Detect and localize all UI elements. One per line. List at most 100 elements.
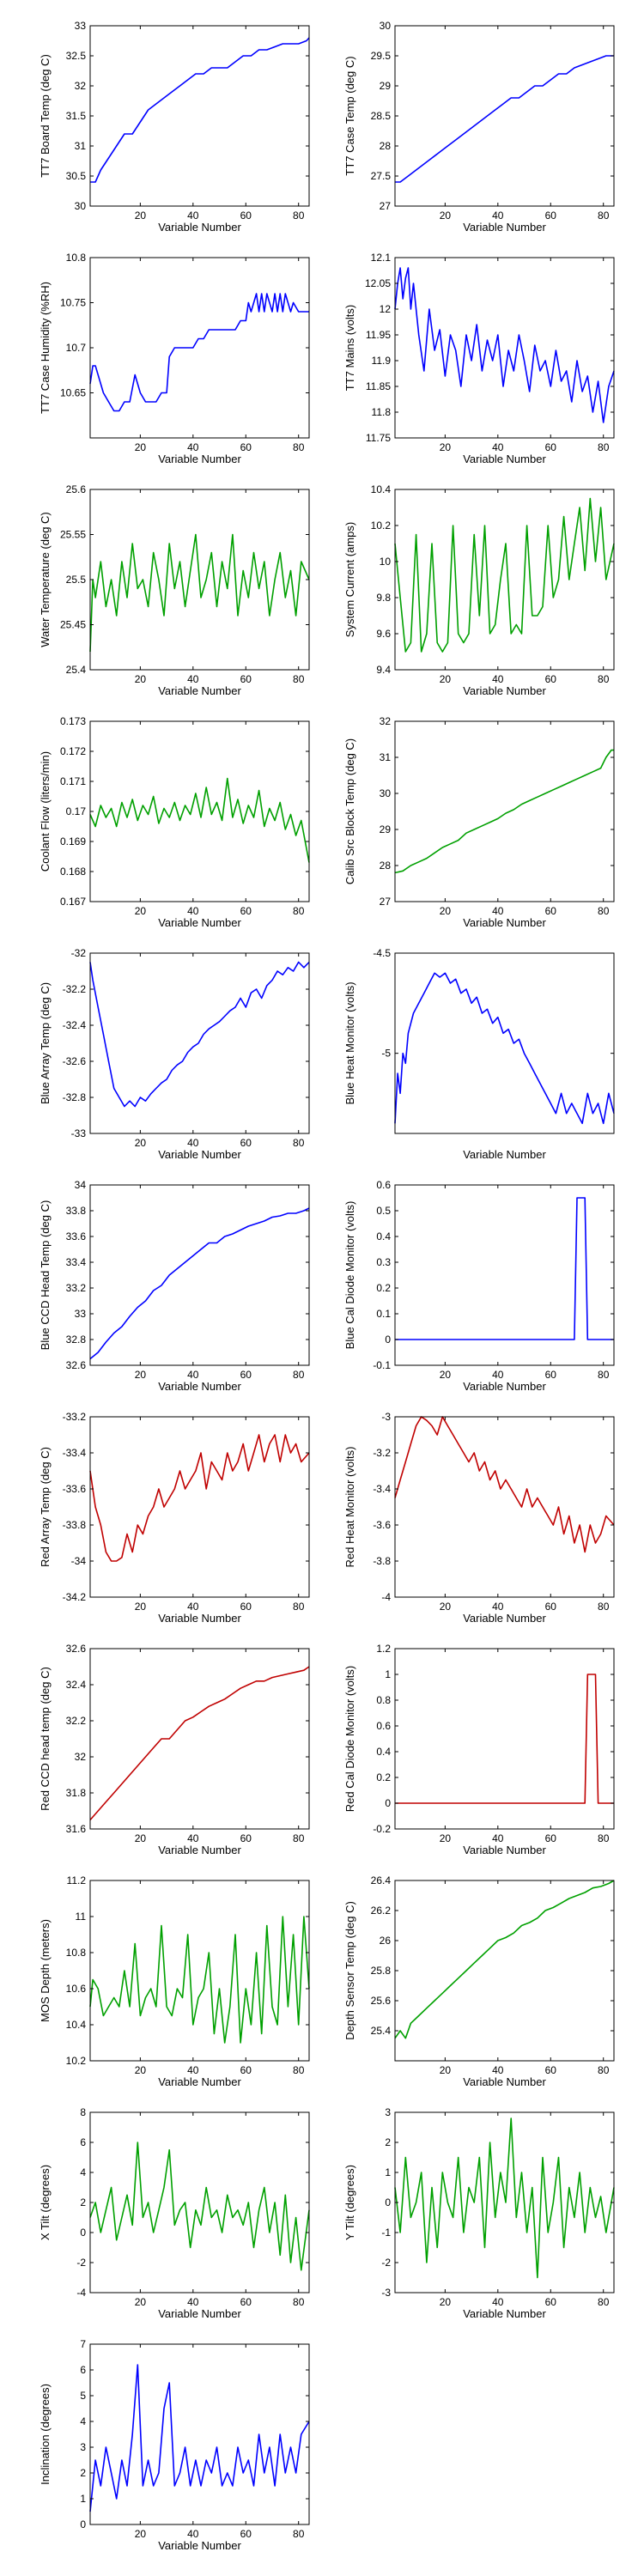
y-tick-label: 29.5 (371, 50, 392, 62)
x-tick-label: 80 (598, 441, 610, 453)
x-tick-label: 20 (135, 210, 147, 222)
y-axis-label: Calib Src Block Temp (deg C) (343, 738, 356, 884)
y-tick-label: 0.5 (376, 1205, 391, 1217)
y-tick-label: 33.6 (66, 1230, 87, 1242)
x-tick-label: 40 (187, 1137, 199, 1149)
series-line-3-1 (89, 293, 309, 412)
x-tick-label: 60 (240, 905, 252, 917)
y-tick-label: 27 (380, 896, 392, 908)
y-tick-label: 6 (80, 2364, 86, 2376)
x-tick-label: 60 (545, 2064, 557, 2076)
y-tick-label: 26.4 (371, 1874, 392, 1886)
x-axis-label: Variable Number (158, 1148, 241, 1161)
y-tick-label: 31.8 (66, 1787, 87, 1799)
x-tick-label: 60 (545, 441, 557, 453)
x-tick-label: 20 (440, 2064, 452, 2076)
y-tick-label: 2 (385, 2136, 391, 2148)
chart-panel-11: 32.6 32.8 33 33.2 33.4 33.6 33.8 34 20 40 60 80 Vari… (39, 1179, 310, 1393)
y-axis-label: TT7 Case Humidity (%RH) (39, 282, 52, 414)
y-axis-label: TT7 Mains (volts) (343, 305, 356, 391)
y-tick-label: 1 (80, 2493, 86, 2505)
x-tick-label: 20 (135, 905, 147, 917)
x-tick-label: 40 (187, 441, 199, 453)
y-tick-label: 33 (75, 20, 87, 32)
y-tick-label: 9.4 (376, 664, 391, 676)
y-tick-label: 32.5 (66, 50, 87, 62)
x-tick-label: 40 (187, 2064, 199, 2076)
y-axis-label: System Current (amps) (343, 522, 356, 637)
y-tick-label: -3.4 (373, 1483, 391, 1495)
series-line-10-1 (394, 972, 615, 1125)
x-tick-label: 60 (545, 1369, 557, 1381)
x-tick-label: 60 (240, 2528, 252, 2540)
x-tick-label: 80 (293, 441, 305, 453)
y-tick-label: 11.85 (366, 380, 391, 392)
y-tick-label: 30 (380, 20, 392, 32)
y-tick-label: 32.6 (66, 1359, 87, 1371)
chart-panel-7: 0.167 0.168 0.169 0.17 0.171 0.172 0.173 20 40 60… (39, 715, 310, 929)
y-axis-label: Blue CCD Head Temp (deg C) (39, 1200, 52, 1351)
x-tick-label: 80 (293, 1601, 305, 1613)
y-tick-label: 10.75 (60, 297, 86, 309)
y-axis-label: TT7 Case Temp (deg C) (343, 56, 356, 175)
y-tick-label: 9.6 (376, 628, 391, 640)
x-axis-label: Variable Number (158, 453, 241, 465)
x-tick-label: 60 (240, 1601, 252, 1613)
y-tick-label: -32 (71, 947, 87, 959)
x-tick-label: 60 (240, 2064, 252, 2076)
y-tick-label: 31.6 (66, 1823, 87, 1835)
y-tick-label: 1.2 (376, 1643, 391, 1655)
y-tick-label: 32 (380, 715, 392, 727)
chart-panel-1: 30 30.5 31 31.5 32 32.5 33 20 40 60 80 Variable Num… (39, 20, 310, 234)
y-tick-label: -3.8 (373, 1555, 391, 1567)
y-tick-label: -33.8 (63, 1519, 87, 1531)
y-tick-label: 34 (75, 1179, 87, 1191)
y-tick-label: 0.172 (60, 745, 86, 757)
plot-frame-17 (89, 1880, 310, 2062)
y-axis-label: Depth Sensor Temp (deg C) (343, 1901, 356, 2040)
y-tick-label: 10.4 (66, 2019, 87, 2031)
x-tick-label: 20 (440, 1601, 452, 1613)
series-line-5-1 (89, 533, 310, 653)
x-tick-label: 20 (440, 905, 452, 917)
y-tick-label: 3 (80, 2441, 86, 2453)
x-tick-label: 80 (598, 1369, 610, 1381)
chart-panel-15: 31.6 31.8 32 32.2 32.4 32.6 20 40 60 80 Variable N… (39, 1643, 310, 1856)
chart-panel-2: 27 27.5 28 28.5 29 29.5 30 20 40 60 80 Variable Num… (343, 20, 615, 234)
y-tick-label: 33.4 (66, 1256, 87, 1268)
x-tick-label: 80 (293, 210, 305, 222)
y-tick-label: 5 (80, 2390, 86, 2402)
series-line-13-1 (89, 1434, 310, 1562)
x-tick-label: 60 (240, 673, 252, 685)
x-tick-label: 20 (135, 1832, 147, 1844)
y-tick-label: 7 (80, 2338, 86, 2350)
x-tick-label: 40 (492, 1601, 504, 1613)
y-tick-label: 4 (80, 2166, 86, 2178)
y-tick-label: 12.05 (365, 277, 391, 289)
plot-frame-8 (394, 720, 615, 902)
x-tick-label: 40 (492, 441, 504, 453)
x-tick-label: 20 (440, 441, 452, 453)
x-axis-label: Variable Number (158, 1844, 241, 1856)
chart-panel-18: 25.4 25.6 25.8 26 26.2 26.4 20 40 60 80 Variable N… (343, 1874, 615, 2088)
y-tick-label: -32.4 (63, 1019, 87, 1031)
x-tick-label: 80 (598, 2296, 610, 2308)
series-line-8-1 (394, 749, 614, 874)
y-tick-label: -3.2 (373, 1447, 391, 1459)
chart-panel-8: 27 28 29 30 31 32 20 40 60 80 Variable Number Calib… (343, 715, 615, 929)
chart-panel-13: -34.2 -34 -33.8 -33.6 -33.4 -33.2 20 40 60 80 Vari… (39, 1411, 310, 1625)
y-tick-label: 32.2 (66, 1715, 87, 1727)
x-tick-label: 20 (135, 2296, 147, 2308)
y-tick-label: -5 (381, 1048, 391, 1060)
y-tick-label: 12.1 (371, 252, 392, 264)
y-tick-label: 10 (380, 556, 392, 568)
series-line-19-1 (89, 2142, 310, 2271)
x-tick-label: 40 (187, 673, 199, 685)
y-tick-label: 25.6 (371, 1995, 392, 2007)
series-line-1-1 (90, 37, 310, 183)
x-axis-label: Variable Number (463, 916, 546, 929)
y-tick-label: -32.6 (63, 1055, 87, 1067)
y-axis-label: Red Cal Diode Monitor (volts) (343, 1666, 356, 1813)
y-tick-label: 1 (385, 1668, 391, 1680)
x-tick-label: 40 (187, 1601, 199, 1613)
